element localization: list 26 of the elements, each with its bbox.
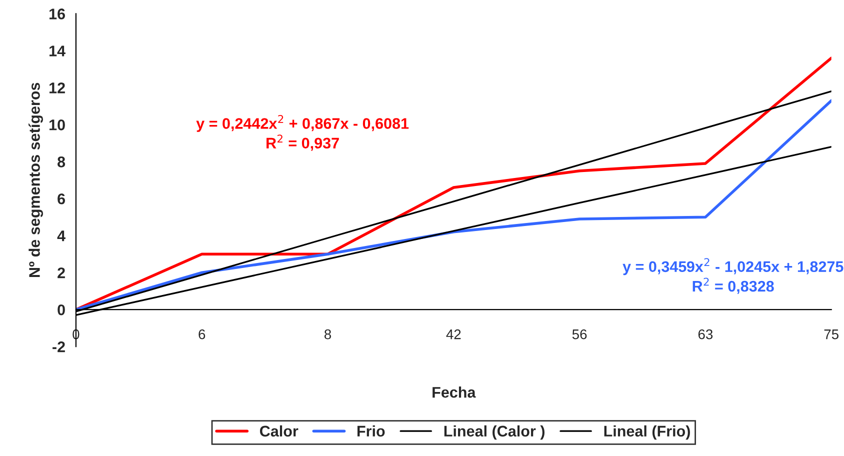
annotation: y = 0,3459x$^{2}$ - 1,0245x + 1,8275 (622, 258, 844, 276)
annotation: y = 0,2442x$^{2}$ + 0,867x - 0,6081 (196, 114, 409, 132)
y-tick-label: 10 (50, 120, 65, 130)
legend-label: Lineal (Frio) (604, 425, 690, 440)
y-axis-title: Nº de segmentos setígeros (28, 82, 43, 277)
y-tick-label: 4 (57, 230, 66, 242)
annotation: R$^{2}$ = 0,937 (266, 134, 339, 151)
x-tick-label: 75 (824, 330, 838, 340)
y-tick-label: 2 (58, 267, 65, 278)
x-tick-label: 42 (446, 329, 461, 340)
y-tick-label: 14 (50, 46, 66, 56)
y-tick-label: 8 (58, 156, 66, 168)
y-tick-label: 0 (58, 304, 65, 316)
x-tick-label: 56 (572, 329, 587, 340)
legend-label: Lineal (Calor ) (444, 425, 544, 440)
x-tick-label: 6 (198, 329, 206, 340)
y-tick-label: 6 (58, 193, 65, 204)
annotation: R$^{2}$ = 0,8328 (692, 278, 774, 294)
y-tick-label: -2 (52, 341, 65, 352)
y-tick-label: 12 (50, 82, 65, 94)
legend-label: Calor (260, 425, 298, 437)
y-tick-label: 16 (50, 8, 65, 20)
legend-label: Frio (357, 425, 385, 437)
x-tick-label: 63 (698, 329, 713, 340)
x-axis-title: Fecha (432, 386, 476, 398)
x-tick-label: 8 (324, 329, 332, 340)
